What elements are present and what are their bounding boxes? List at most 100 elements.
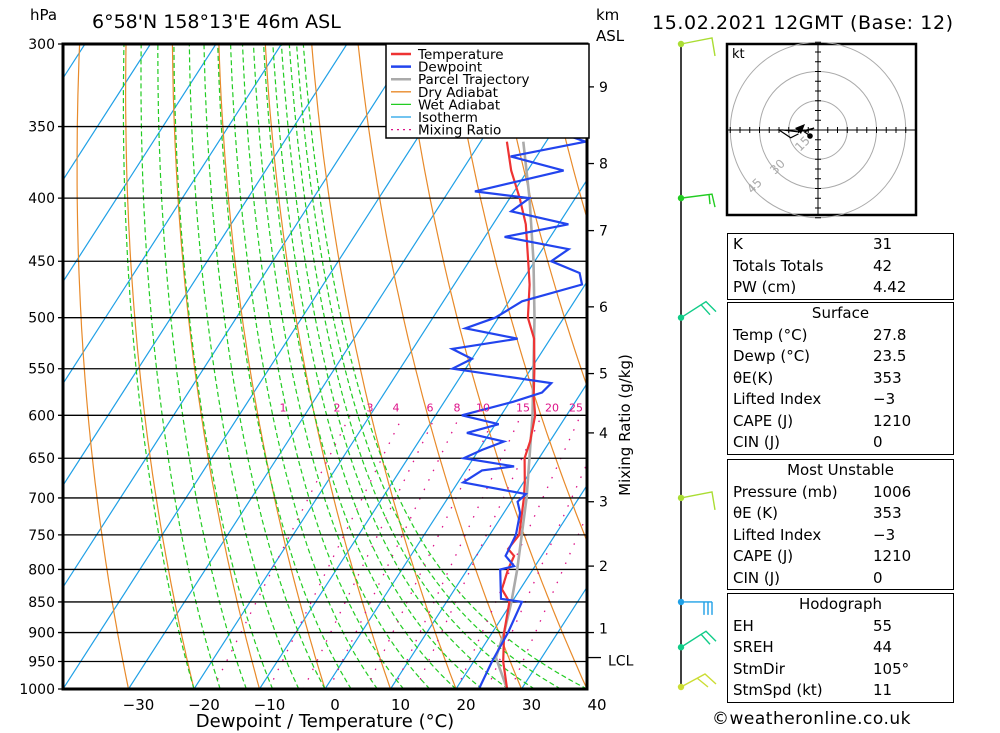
label: SREH — [733, 638, 774, 656]
isobars — [58, 43, 587, 690]
temperature-axis: −30 −20 −10 0 10 20 30 40 — [123, 696, 607, 714]
value: 353 — [873, 504, 902, 522]
pressure-axis: 300 350 400 450 500 550 600 650 700 750 800 850 900 9… — [19, 37, 55, 698]
pressure-tick-label: 850 — [28, 595, 55, 611]
surface-title: Surface — [811, 304, 870, 322]
mixing-ratio-label: 20 — [545, 401, 559, 414]
pressure-tick-label: 800 — [28, 562, 55, 578]
km-tick-label: 2 — [599, 559, 608, 575]
hodo-row: StmDir 105° — [728, 659, 953, 681]
wind-barb — [681, 601, 713, 615]
wind-barb — [680, 673, 717, 688]
label: CIN (J) — [733, 433, 781, 451]
pressure-tick-label: 950 — [28, 655, 55, 671]
legend-entry: Dewpoint — [418, 60, 482, 76]
value: 1006 — [873, 482, 912, 501]
isotherm-line — [389, 382, 587, 689]
surface-row: Temp (°C) 27.8 — [728, 325, 953, 347]
km-tick-label: 6 — [599, 300, 608, 316]
datetime-title: 15.02.2021 12GMT (Base: 12) — [652, 12, 954, 34]
isotherm-line — [63, 44, 414, 589]
pressure-unit-label: hPa — [30, 6, 57, 24]
isotherm-line — [520, 586, 587, 689]
legend-entry: Temperature — [417, 47, 504, 63]
temperature-tick-label: 0 — [330, 696, 340, 714]
isotherm-line — [455, 484, 587, 689]
value: −3 — [873, 525, 896, 544]
isotherm-line — [63, 44, 348, 487]
mixing-ratio-label: 1 — [280, 401, 287, 414]
km-tick-label: 3 — [599, 495, 608, 511]
label: K — [733, 235, 743, 253]
pressure-tick-label: 550 — [28, 362, 55, 378]
mixing-ratio-label: 3 — [367, 401, 374, 414]
value: 11 — [873, 681, 893, 699]
hodograph-unit: kt — [732, 47, 745, 62]
index-row-k: K 31 — [728, 234, 953, 256]
value: 1210 — [873, 411, 912, 430]
pressure-tick-label: 650 — [28, 451, 55, 467]
surface-row: Lifted Index −3 — [728, 389, 953, 411]
pressure-tick-label: 700 — [28, 491, 55, 507]
copyright-link[interactable]: ©weatheronline.co.uk — [712, 709, 912, 729]
mixing-ratio-label: 2 — [334, 401, 341, 414]
wind-barb — [680, 300, 717, 319]
isotherm-line — [324, 280, 587, 689]
legend-entry: Dry Adiabat — [418, 85, 498, 101]
km-tick-label: 1 — [599, 622, 608, 638]
value: 0 — [873, 433, 883, 451]
dewpoint-line — [448, 117, 587, 689]
wind-barb — [680, 37, 716, 57]
label: Lifted Index — [733, 390, 822, 408]
pressure-tick-label: 750 — [28, 528, 55, 544]
wet-adiabat-line — [173, 44, 274, 689]
mu-row: θE (K) 353 — [728, 503, 953, 525]
mixing-ratio-label: 25 — [569, 401, 583, 414]
legend-entry: Mixing Ratio — [418, 123, 501, 139]
indices-panel: K 31 Totals Totals 42 PW (cm) 4.42 — [727, 233, 954, 300]
value: 44 — [873, 638, 893, 656]
mixing-ratio-line — [212, 415, 351, 689]
surface-row: θE(K) 353 — [728, 368, 953, 390]
value: 23.5 — [873, 347, 907, 365]
mixing-ratio-label: 4 — [393, 401, 400, 414]
mixing-ratio-line — [268, 415, 404, 689]
value: −3 — [873, 390, 896, 408]
mu-row: Pressure (mb) 1006 — [728, 482, 953, 504]
isotherm-line — [258, 178, 587, 689]
lcl-label: LCL — [608, 654, 634, 670]
isotherm-line — [63, 44, 152, 182]
index-row-totals: Totals Totals 42 — [728, 256, 953, 278]
value: 1210 — [873, 547, 912, 565]
label: CAPE (J) — [733, 411, 794, 430]
mixing-ratio-label: 6 — [427, 401, 434, 414]
dry-adiabat-line — [992, 7, 1000, 689]
index-row-pw: PW (cm) 4.42 — [728, 277, 953, 299]
dry-adiabat-line — [76, 44, 130, 689]
surface-row: CAPE (J) 1210 — [728, 411, 953, 433]
surface-panel: Surface Temp (°C) 27.8 Dewp (°C) 23.5 θE(K… — [727, 302, 954, 455]
height-unit-km: km — [596, 6, 619, 24]
isotherm-line — [63, 44, 217, 283]
surface-row: Dewp (°C) 23.5 — [728, 346, 953, 368]
value: 55 — [873, 616, 893, 635]
sounding-series — [448, 117, 587, 689]
pressure-tick-label: 400 — [28, 191, 55, 207]
km-tick-label: 5 — [599, 367, 608, 383]
value: 31 — [873, 235, 893, 253]
mixing-ratio-labels: 1 2 3 4 6 8 10 15 20 25 — [280, 401, 584, 414]
km-tick-label: 8 — [599, 157, 608, 173]
mixing-ratio-label: 8 — [454, 401, 461, 414]
label: Dewp (°C) — [733, 347, 811, 365]
mu-row: Lifted Index −3 — [728, 525, 953, 547]
label: StmDir — [733, 659, 785, 678]
wet-adiabat-line — [140, 44, 221, 689]
label: StmSpd (kt) — [733, 681, 823, 699]
value: 0 — [873, 568, 883, 587]
pressure-tick-label: 600 — [28, 408, 55, 424]
temperature-tick-label: 10 — [391, 696, 410, 714]
legend-entry: Wet Adiabat — [418, 97, 500, 113]
